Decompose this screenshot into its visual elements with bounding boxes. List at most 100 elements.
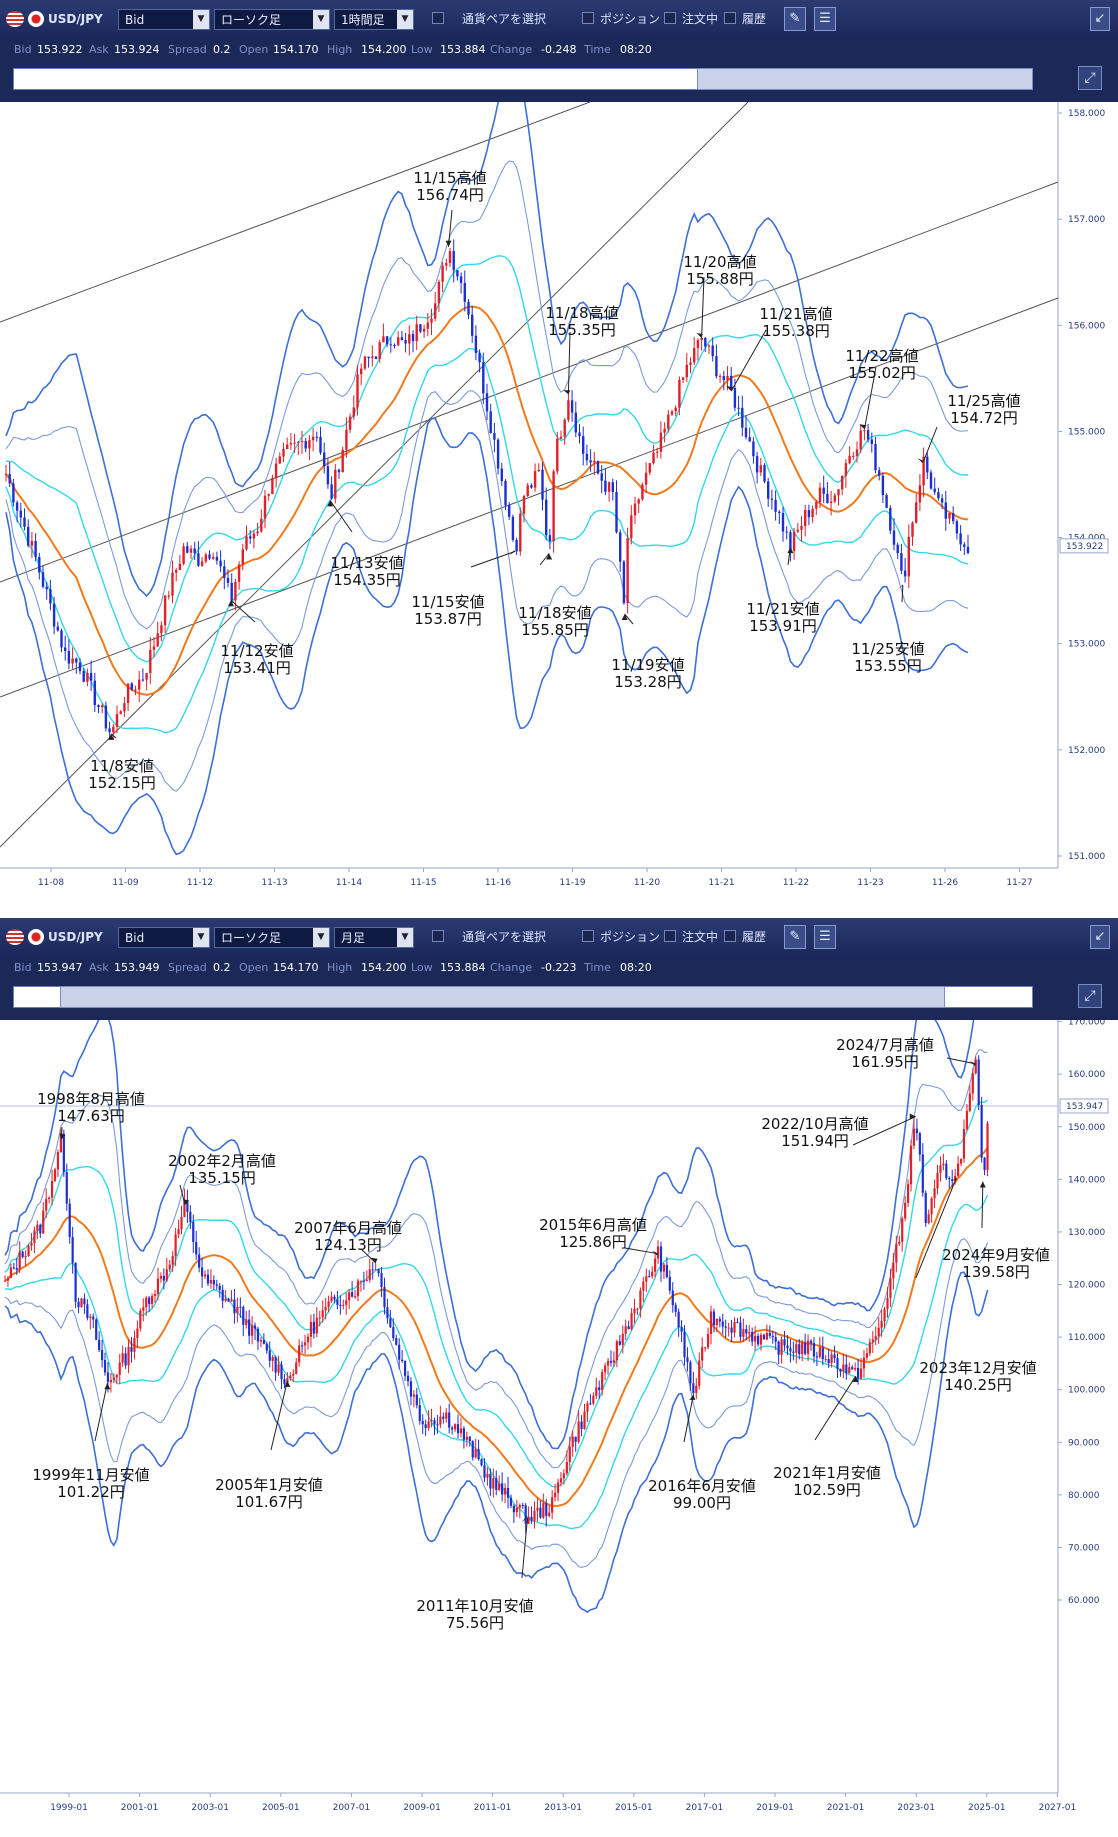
candle-body [48, 1197, 51, 1200]
candle-body [180, 1216, 183, 1230]
orders-label: 注文中 [682, 930, 719, 944]
orders-checkbox[interactable]: 注文中 [662, 927, 722, 948]
current-price-box [1059, 538, 1109, 554]
ask-label: Ask [89, 961, 109, 974]
history-checkbox[interactable]: 履歴 [722, 9, 778, 30]
candle-body [41, 572, 45, 587]
candle-body [521, 1504, 524, 1506]
pair-select-checkbox[interactable]: 通貨ペアを選択 [426, 927, 566, 948]
chart-type-select[interactable]: ローソク足 ▼ [214, 927, 330, 948]
bid-value: 153.947 [37, 961, 83, 974]
candle-body [781, 513, 785, 532]
collapse-arrow-icon[interactable]: ↙ [1090, 7, 1110, 31]
bollinger-band-middle [5, 160, 969, 630]
candle-body [385, 336, 389, 345]
draw-tool-icon[interactable]: ✎ [784, 7, 806, 31]
candle-body [980, 1104, 983, 1158]
x-tick-label: 11-15 [410, 878, 436, 888]
candle-body [530, 1516, 533, 1521]
candle-body [777, 1341, 780, 1355]
arrow-head-icon [104, 1383, 111, 1390]
annotation-arrow [852, 1116, 916, 1146]
candle-body [336, 1299, 339, 1305]
candle-body [324, 1306, 327, 1311]
candle-body [27, 1245, 30, 1257]
candle-body [262, 1340, 265, 1344]
candle-body [501, 1483, 504, 1495]
price-type-select[interactable]: Bid ▼ [118, 927, 210, 948]
candle-body [249, 536, 252, 539]
candle-body [465, 1436, 468, 1440]
candle-body [829, 501, 833, 504]
candle-body [306, 1336, 310, 1343]
candle-body [177, 1229, 180, 1235]
period-select[interactable]: 1時間足 ▼ [334, 9, 414, 30]
candle-body [733, 388, 737, 408]
candle-body [30, 540, 34, 546]
candle-body [741, 407, 744, 428]
candle-body [139, 1310, 142, 1329]
candle-body [768, 1333, 771, 1336]
quote-bar: Bid 153.922 Ask 153.924 Spread 0.2 Open … [0, 38, 1118, 62]
pair-select-checkbox[interactable]: 通貨ペアを選択 [426, 9, 566, 30]
candle-body [652, 452, 655, 464]
candle-body [801, 1342, 804, 1355]
orders-checkbox[interactable]: 注文中 [662, 9, 722, 30]
candle-body [412, 1394, 415, 1397]
settings-list-icon[interactable]: ☰ [814, 7, 836, 31]
bollinger-band-outer [5, 102, 969, 598]
position-checkbox[interactable]: ポジション [580, 9, 664, 30]
annotation-label: 11/22高値 [845, 347, 918, 365]
trend-line [0, 297, 1059, 698]
candle-body [452, 251, 455, 271]
candle-body [386, 1307, 389, 1319]
arrow-head-icon [521, 1517, 528, 1523]
chart-type-select[interactable]: ローソク足 ▼ [214, 9, 330, 30]
candle-body [345, 1300, 348, 1305]
candle-body [839, 1368, 842, 1372]
ask-value: 153.949 [114, 961, 160, 974]
candle-body [900, 553, 903, 571]
candle-body [233, 1299, 236, 1314]
candle-body [200, 1267, 204, 1277]
symbol-selector[interactable]: USD/JPY [6, 9, 114, 30]
candle-body [715, 356, 718, 377]
candle-body [411, 334, 415, 342]
annotation-arrow [521, 1518, 528, 1579]
candle-body [463, 283, 466, 302]
candle-body [868, 1342, 871, 1354]
candle-body [471, 1441, 474, 1458]
annotation-value: 151.94円 [781, 1132, 849, 1150]
symbol-selector[interactable]: USD/JPY [6, 927, 114, 948]
collapse-arrow-icon[interactable]: ↙ [1090, 925, 1110, 949]
candle-body [926, 456, 929, 473]
time-value: 08:20 [620, 43, 652, 56]
price-type-select[interactable]: Bid ▼ [118, 9, 210, 30]
candle-body [108, 728, 111, 733]
history-checkbox[interactable]: 履歴 [722, 927, 778, 948]
navigator-handle[interactable] [697, 68, 1033, 90]
candle-body [415, 1394, 418, 1406]
candle-body [570, 400, 574, 413]
candle-body [968, 1093, 971, 1111]
y-tick-label: 130.000 [1068, 1228, 1105, 1238]
expand-icon[interactable]: ⤢ [1078, 984, 1102, 1008]
candle-body [685, 364, 688, 378]
candle-body [104, 705, 108, 729]
candle-body [92, 1316, 95, 1320]
candle-body [811, 508, 814, 518]
expand-icon[interactable]: ⤢ [1078, 66, 1102, 90]
annotation-value: 161.95円 [851, 1053, 919, 1071]
annotation-value: 154.72円 [950, 409, 1018, 427]
candle-body [583, 1411, 586, 1429]
settings-list-icon[interactable]: ☰ [814, 925, 836, 949]
candle-body [474, 335, 478, 354]
draw-tool-icon[interactable]: ✎ [784, 925, 806, 949]
candle-body [101, 705, 104, 708]
spread-label: Spread [168, 961, 207, 974]
navigator-handle[interactable] [60, 986, 945, 1008]
candle-body [855, 449, 859, 456]
period-select[interactable]: 月足 ▼ [334, 927, 414, 948]
position-checkbox[interactable]: ポジション [580, 927, 664, 948]
candle-body [383, 1286, 386, 1308]
